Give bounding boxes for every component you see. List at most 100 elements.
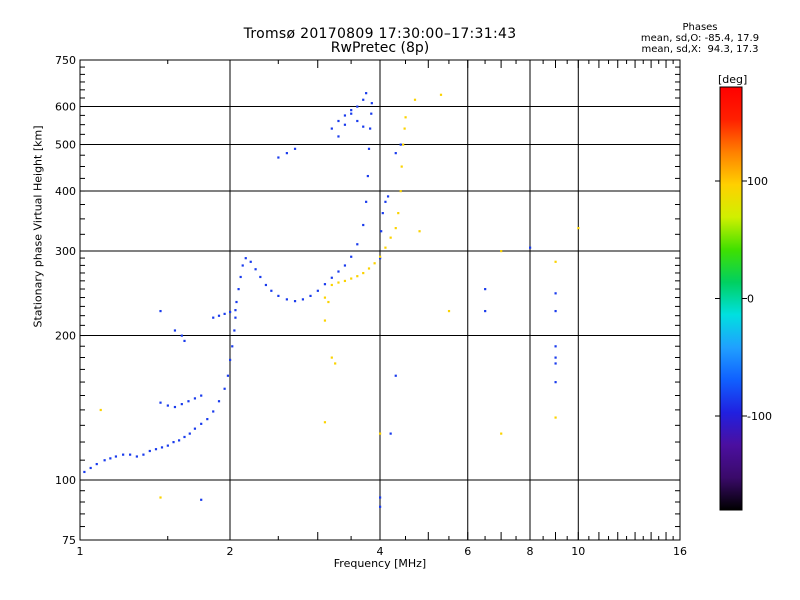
o-mode-point xyxy=(188,432,191,435)
o-mode-point xyxy=(172,441,175,444)
o-mode-point xyxy=(381,212,384,215)
o-mode-point xyxy=(114,455,118,458)
x-mode-point xyxy=(379,432,382,435)
o-mode-point xyxy=(301,298,305,301)
o-mode-point xyxy=(309,294,312,297)
o-mode-point xyxy=(484,288,487,291)
o-mode-point xyxy=(206,418,209,421)
o-mode-point xyxy=(554,356,557,359)
o-mode-point xyxy=(394,374,397,377)
x-tick-label: 1 xyxy=(77,545,84,558)
colorbar-tick-label: -100 xyxy=(747,410,772,423)
o-mode-point xyxy=(148,449,151,453)
x-mode-point xyxy=(577,227,580,230)
o-mode-point xyxy=(160,446,164,449)
phase-stats-heading: Phases xyxy=(682,22,718,33)
o-mode-point xyxy=(200,422,203,425)
x-mode-point xyxy=(554,260,557,263)
o-mode-point xyxy=(285,152,288,155)
x-mode-point xyxy=(384,246,387,249)
o-mode-point xyxy=(365,200,368,203)
x-mode-point xyxy=(400,165,403,168)
o-mode-point xyxy=(330,276,333,279)
x-mode-point xyxy=(447,309,451,313)
o-mode-point xyxy=(554,309,557,313)
o-mode-point xyxy=(229,358,232,362)
o-mode-point xyxy=(362,125,365,128)
o-mode-point xyxy=(384,200,387,203)
o-mode-point xyxy=(193,427,197,430)
x-mode-point xyxy=(323,421,327,424)
o-mode-point xyxy=(249,260,252,263)
o-mode-point xyxy=(235,300,238,304)
y-tick-label: 750 xyxy=(55,54,76,67)
x-mode-point xyxy=(397,212,400,215)
o-mode-point xyxy=(380,230,383,233)
x-mode-point xyxy=(404,116,407,119)
x-axis-label: Frequency [MHz] xyxy=(333,557,427,570)
o-mode-point xyxy=(356,119,359,123)
o-mode-point xyxy=(337,135,340,138)
x-mode-point xyxy=(367,267,371,270)
x-mode-point xyxy=(394,227,397,230)
phase-stats-x: mean, sd,X: 94.3, 17.3 xyxy=(641,44,759,55)
o-mode-point xyxy=(264,283,268,287)
o-mode-point xyxy=(337,119,340,123)
o-mode-point xyxy=(554,292,557,295)
o-mode-point xyxy=(223,312,226,315)
x-mode-point xyxy=(330,356,333,359)
o-mode-point xyxy=(356,243,359,246)
o-mode-point xyxy=(200,498,203,501)
o-mode-point xyxy=(362,223,365,227)
o-mode-point xyxy=(234,316,237,319)
x-mode-point xyxy=(403,127,406,130)
o-mode-point xyxy=(293,147,297,150)
phase-stats: Phases mean, sd,O: -85.4, 17.9 mean, sd,… xyxy=(600,22,800,55)
y-tick-label: 500 xyxy=(55,139,76,152)
o-mode-point xyxy=(217,314,221,317)
chart-title: Tromsø 20170809 17:30:00–17:31:43 xyxy=(243,26,517,42)
x-tick-label: 16 xyxy=(673,545,687,558)
o-mode-point xyxy=(343,114,347,117)
o-mode-point xyxy=(259,275,262,279)
x-tick-label: 10 xyxy=(571,545,585,558)
o-mode-point xyxy=(193,397,197,400)
x-mode-point xyxy=(500,250,503,253)
o-mode-point xyxy=(367,147,371,150)
x-mode-point xyxy=(327,300,330,304)
o-mode-point xyxy=(343,264,347,267)
o-mode-point xyxy=(330,127,333,130)
x-mode-point xyxy=(554,416,557,419)
y-tick-label: 600 xyxy=(55,101,76,114)
y-tick-label: 300 xyxy=(55,245,76,258)
o-mode-point xyxy=(159,401,162,404)
o-mode-point xyxy=(389,432,392,435)
o-mode-point xyxy=(173,329,177,332)
o-mode-point xyxy=(239,275,242,279)
o-mode-point xyxy=(233,329,236,332)
o-mode-point xyxy=(350,112,353,115)
x-mode-point xyxy=(439,93,443,96)
o-mode-point xyxy=(386,195,390,198)
colorbar xyxy=(719,86,743,511)
o-mode-point xyxy=(135,455,138,458)
o-mode-point xyxy=(379,496,382,499)
x-mode-point xyxy=(373,262,376,265)
x-mode-point xyxy=(334,362,337,365)
o-mode-point xyxy=(554,362,557,365)
o-mode-point xyxy=(370,112,373,115)
o-mode-point xyxy=(154,448,158,451)
colorbar-label: [deg] xyxy=(718,73,747,86)
x-mode-point xyxy=(337,281,340,284)
x-tick-label: 4 xyxy=(377,545,384,558)
y-tick-label: 200 xyxy=(55,330,76,343)
phase-stats-o: mean, sd,O: -85.4, 17.9 xyxy=(640,33,760,44)
y-tick-label: 100 xyxy=(55,474,76,487)
o-mode-point xyxy=(277,294,280,297)
o-mode-point xyxy=(129,453,132,456)
x-mode-point xyxy=(350,277,353,280)
o-mode-point xyxy=(366,174,369,178)
x-mode-point xyxy=(99,408,102,412)
o-mode-point xyxy=(166,404,169,407)
